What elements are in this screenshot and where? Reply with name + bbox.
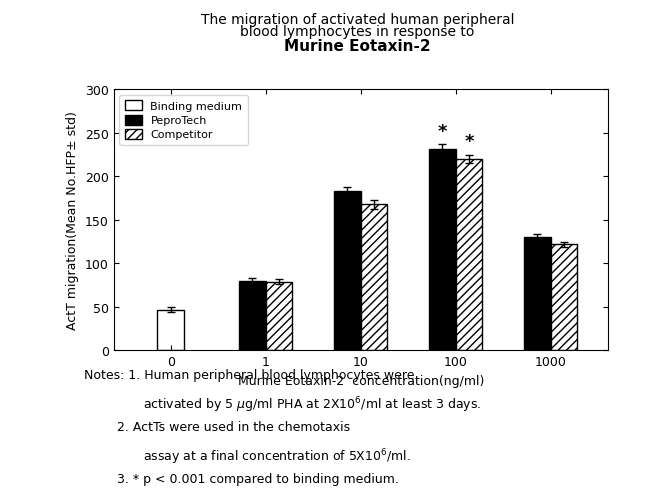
Bar xyxy=(361,205,387,351)
Bar xyxy=(239,281,266,351)
Text: activated by 5 $\mu$g/ml PHA at 2X10$^{6}$/ml at least 3 days.: activated by 5 $\mu$g/ml PHA at 2X10$^{6… xyxy=(143,394,482,414)
Text: *: * xyxy=(464,133,474,151)
Bar xyxy=(157,310,184,351)
Bar xyxy=(334,192,361,351)
Bar xyxy=(456,160,482,351)
X-axis label: Murine Eotaxin-2  concentration(ng/ml): Murine Eotaxin-2 concentration(ng/ml) xyxy=(237,374,484,387)
Y-axis label: ActT migration(Mean No.HFP± std): ActT migration(Mean No.HFP± std) xyxy=(66,111,79,330)
Bar xyxy=(266,282,292,351)
Text: The migration of activated human peripheral: The migration of activated human periphe… xyxy=(201,13,514,27)
Text: 2. ActTs were used in the chemotaxis: 2. ActTs were used in the chemotaxis xyxy=(117,420,350,433)
Legend: Binding medium, PeproTech, Competitor: Binding medium, PeproTech, Competitor xyxy=(120,96,248,146)
Bar xyxy=(524,238,551,351)
Text: *: * xyxy=(437,123,447,141)
Text: blood lymphocytes in response to: blood lymphocytes in response to xyxy=(240,25,474,39)
Bar xyxy=(429,149,456,351)
Text: 3. * p < 0.001 compared to binding medium.: 3. * p < 0.001 compared to binding mediu… xyxy=(117,472,399,485)
Text: Notes: 1. Human peripheral blood lymphocytes were: Notes: 1. Human peripheral blood lymphoc… xyxy=(84,368,415,381)
Text: Murine Eotaxin-2: Murine Eotaxin-2 xyxy=(284,39,431,54)
Text: assay at a final concentration of 5X10$^{6}$/ml.: assay at a final concentration of 5X10$^… xyxy=(143,446,411,466)
Bar xyxy=(551,245,577,351)
